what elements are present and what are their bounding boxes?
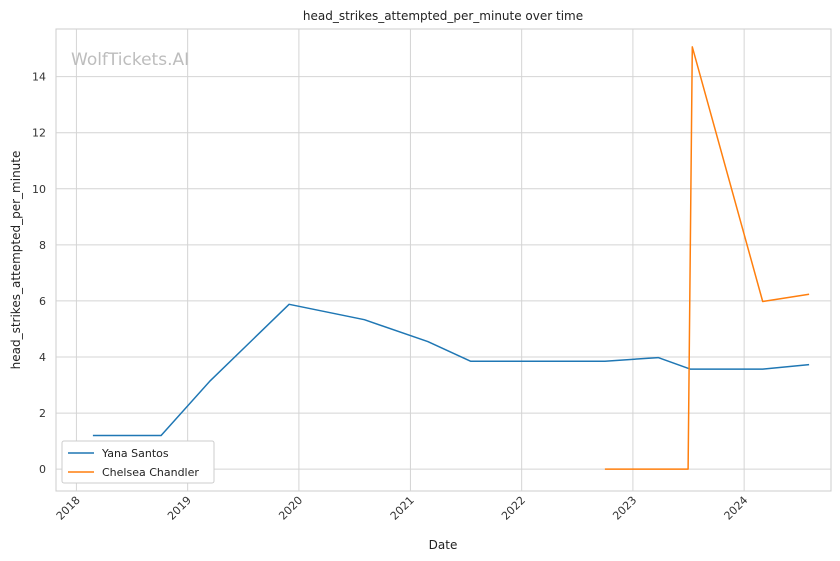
y-tick-label: 10 — [32, 183, 46, 196]
watermark: WolfTickets.AI — [71, 50, 189, 70]
grid-lines — [56, 29, 831, 491]
y-tick-label: 6 — [39, 295, 46, 308]
y-tick-label: 4 — [39, 351, 46, 364]
chart-title: head_strikes_attempted_per_minute over t… — [303, 9, 583, 23]
series-lines — [92, 46, 810, 470]
series-line-yana-santos — [92, 303, 810, 437]
y-tick-label: 12 — [32, 127, 46, 140]
x-tick-labels: 2018 2019 2020 2021 2022 2023 2024 — [54, 494, 751, 523]
y-tick-label: 0 — [39, 463, 46, 476]
legend-label-chelsea-chandler: Chelsea Chandler — [102, 466, 199, 479]
y-tick-label: 14 — [32, 71, 46, 84]
x-axis-label: Date — [429, 538, 458, 552]
y-tick-label: 2 — [39, 407, 46, 420]
x-tick-label: 2019 — [165, 494, 194, 523]
legend: Yana Santos Chelsea Chandler — [61, 440, 215, 484]
x-tick-label: 2022 — [499, 494, 528, 523]
series-line-chelsea-chandler — [604, 46, 810, 470]
x-tick-label: 2020 — [276, 494, 305, 523]
plot-area — [55, 28, 832, 492]
x-tick-label: 2023 — [610, 494, 639, 523]
x-tick-label: 2024 — [722, 494, 751, 523]
x-tick-label: 2021 — [388, 494, 417, 523]
legend-box — [61, 440, 215, 484]
y-tick-label: 8 — [39, 239, 46, 252]
legend-label-yana-santos: Yana Santos — [101, 447, 169, 460]
y-tick-labels: 0 2 4 6 8 10 12 14 — [32, 71, 46, 476]
y-axis-label: head_strikes_attempted_per_minute — [9, 151, 23, 370]
x-tick-label: 2018 — [54, 494, 83, 523]
